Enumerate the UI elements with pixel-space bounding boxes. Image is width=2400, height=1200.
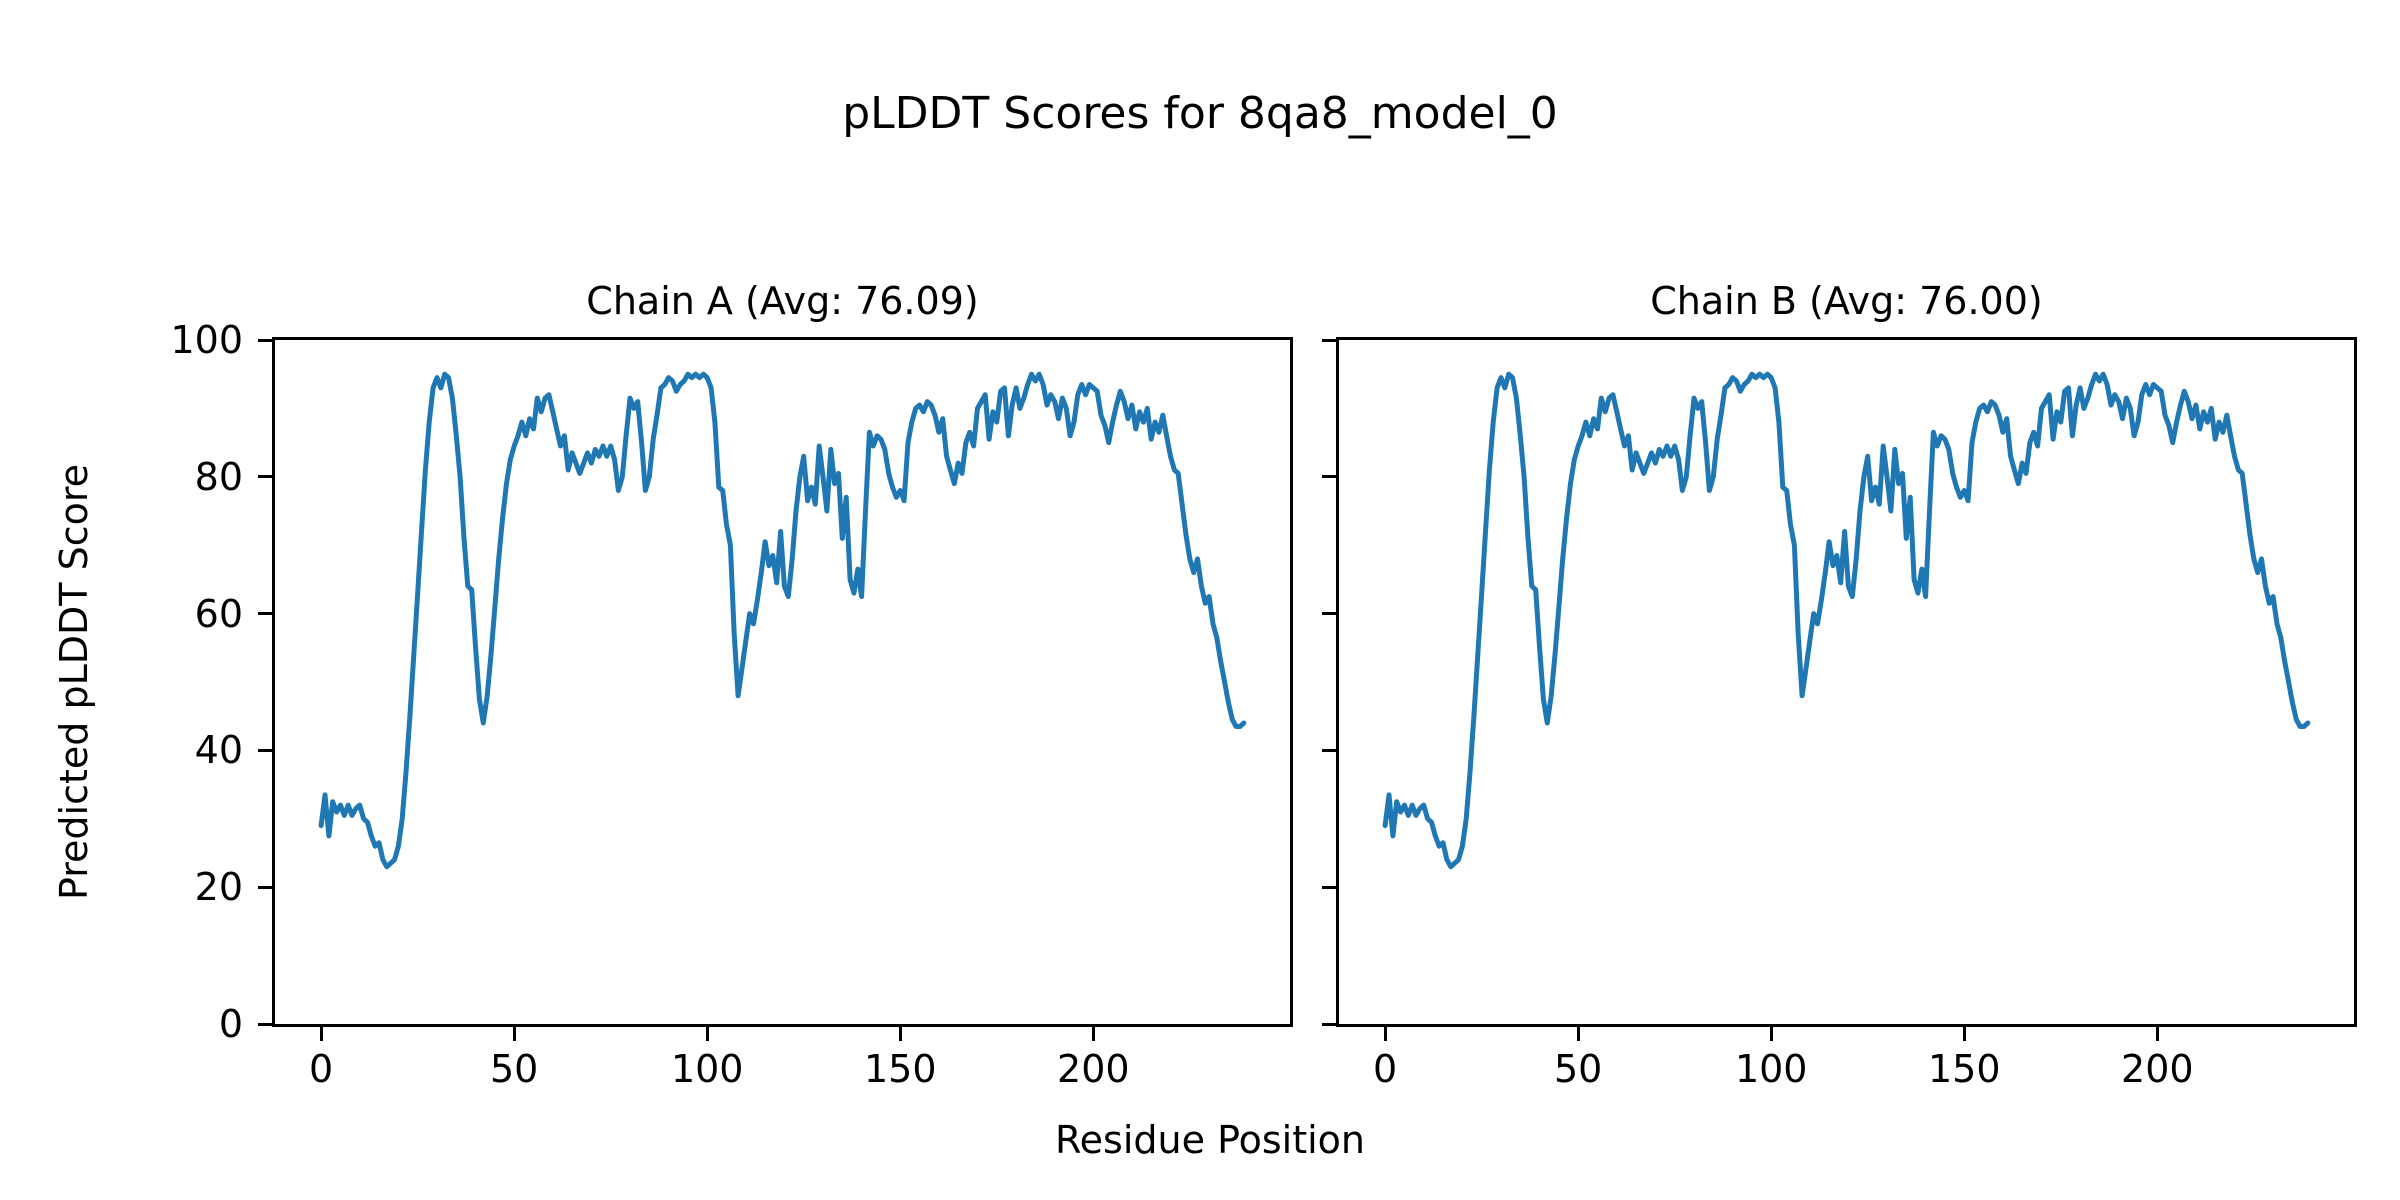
y-tick-mark [258,885,272,889]
plot-area-chain-b [1382,371,2311,870]
x-tick-label: 100 [1734,1047,1808,1091]
y-tick-mark [1322,612,1336,616]
x-tick-mark [898,1027,902,1041]
y-tick-label: 80 [194,454,243,499]
x-tick-label: 50 [1553,1047,1603,1091]
y-tick-mark [258,1022,272,1026]
x-axis-label: Residue Position [1054,1118,1366,1162]
y-tick-mark [258,475,272,479]
plot-area-chain-a [318,371,1247,870]
subplot-title-chain-a: Chain A (Avg: 76.09) [586,279,979,323]
y-tick-label: 100 [170,318,243,362]
plddt-line-chain-a [318,371,1247,870]
y-tick-label: 60 [194,591,243,636]
x-tick-label: 0 [309,1047,334,1091]
y-tick-label: 0 [218,1002,243,1046]
subplot-title-chain-b: Chain B (Avg: 76.00) [1650,279,2043,323]
x-tick-label: 100 [670,1047,744,1091]
x-tick-mark [1091,1027,1095,1041]
y-tick-label: 20 [194,865,243,910]
x-tick-label: 150 [863,1047,937,1091]
plddt-line-chain-b [1382,371,2311,870]
y-tick-mark [1322,475,1336,479]
x-tick-mark [512,1027,516,1041]
x-tick-mark [1576,1027,1580,1041]
y-tick-mark [258,612,272,616]
y-tick-mark [1322,885,1336,889]
axes-chain-a: Chain A (Avg: 76.09) 0 50 100 150 200 0 20 40 60… [170,279,1293,1091]
y-tick-mark [258,338,272,342]
x-tick-mark [1962,1027,1966,1041]
y-tick-mark [1322,748,1336,752]
x-tick-label: 0 [1373,1047,1398,1091]
y-tick-mark [1322,338,1336,342]
x-tick-label: 150 [1927,1047,2001,1091]
x-tick-label: 200 [2121,1047,2194,1091]
y-tick-mark [258,748,272,752]
y-axis-label: Predicted pLDDT Score [52,464,96,900]
axes-chain-b: Chain B (Avg: 76.00) 0 50 100 150 200 [1322,279,2357,1091]
y-tick-label: 40 [194,728,243,773]
x-tick-label: 200 [1057,1047,1130,1091]
x-tick-mark [705,1027,709,1041]
x-tick-mark [2155,1027,2159,1041]
x-tick-mark [1769,1027,1773,1041]
figure-title: pLDDT Scores for 8qa8_model_0 [842,88,1558,139]
x-tick-mark [319,1027,323,1041]
y-tick-mark [1322,1022,1336,1026]
x-tick-mark [1383,1027,1387,1041]
x-tick-label: 50 [489,1047,539,1091]
